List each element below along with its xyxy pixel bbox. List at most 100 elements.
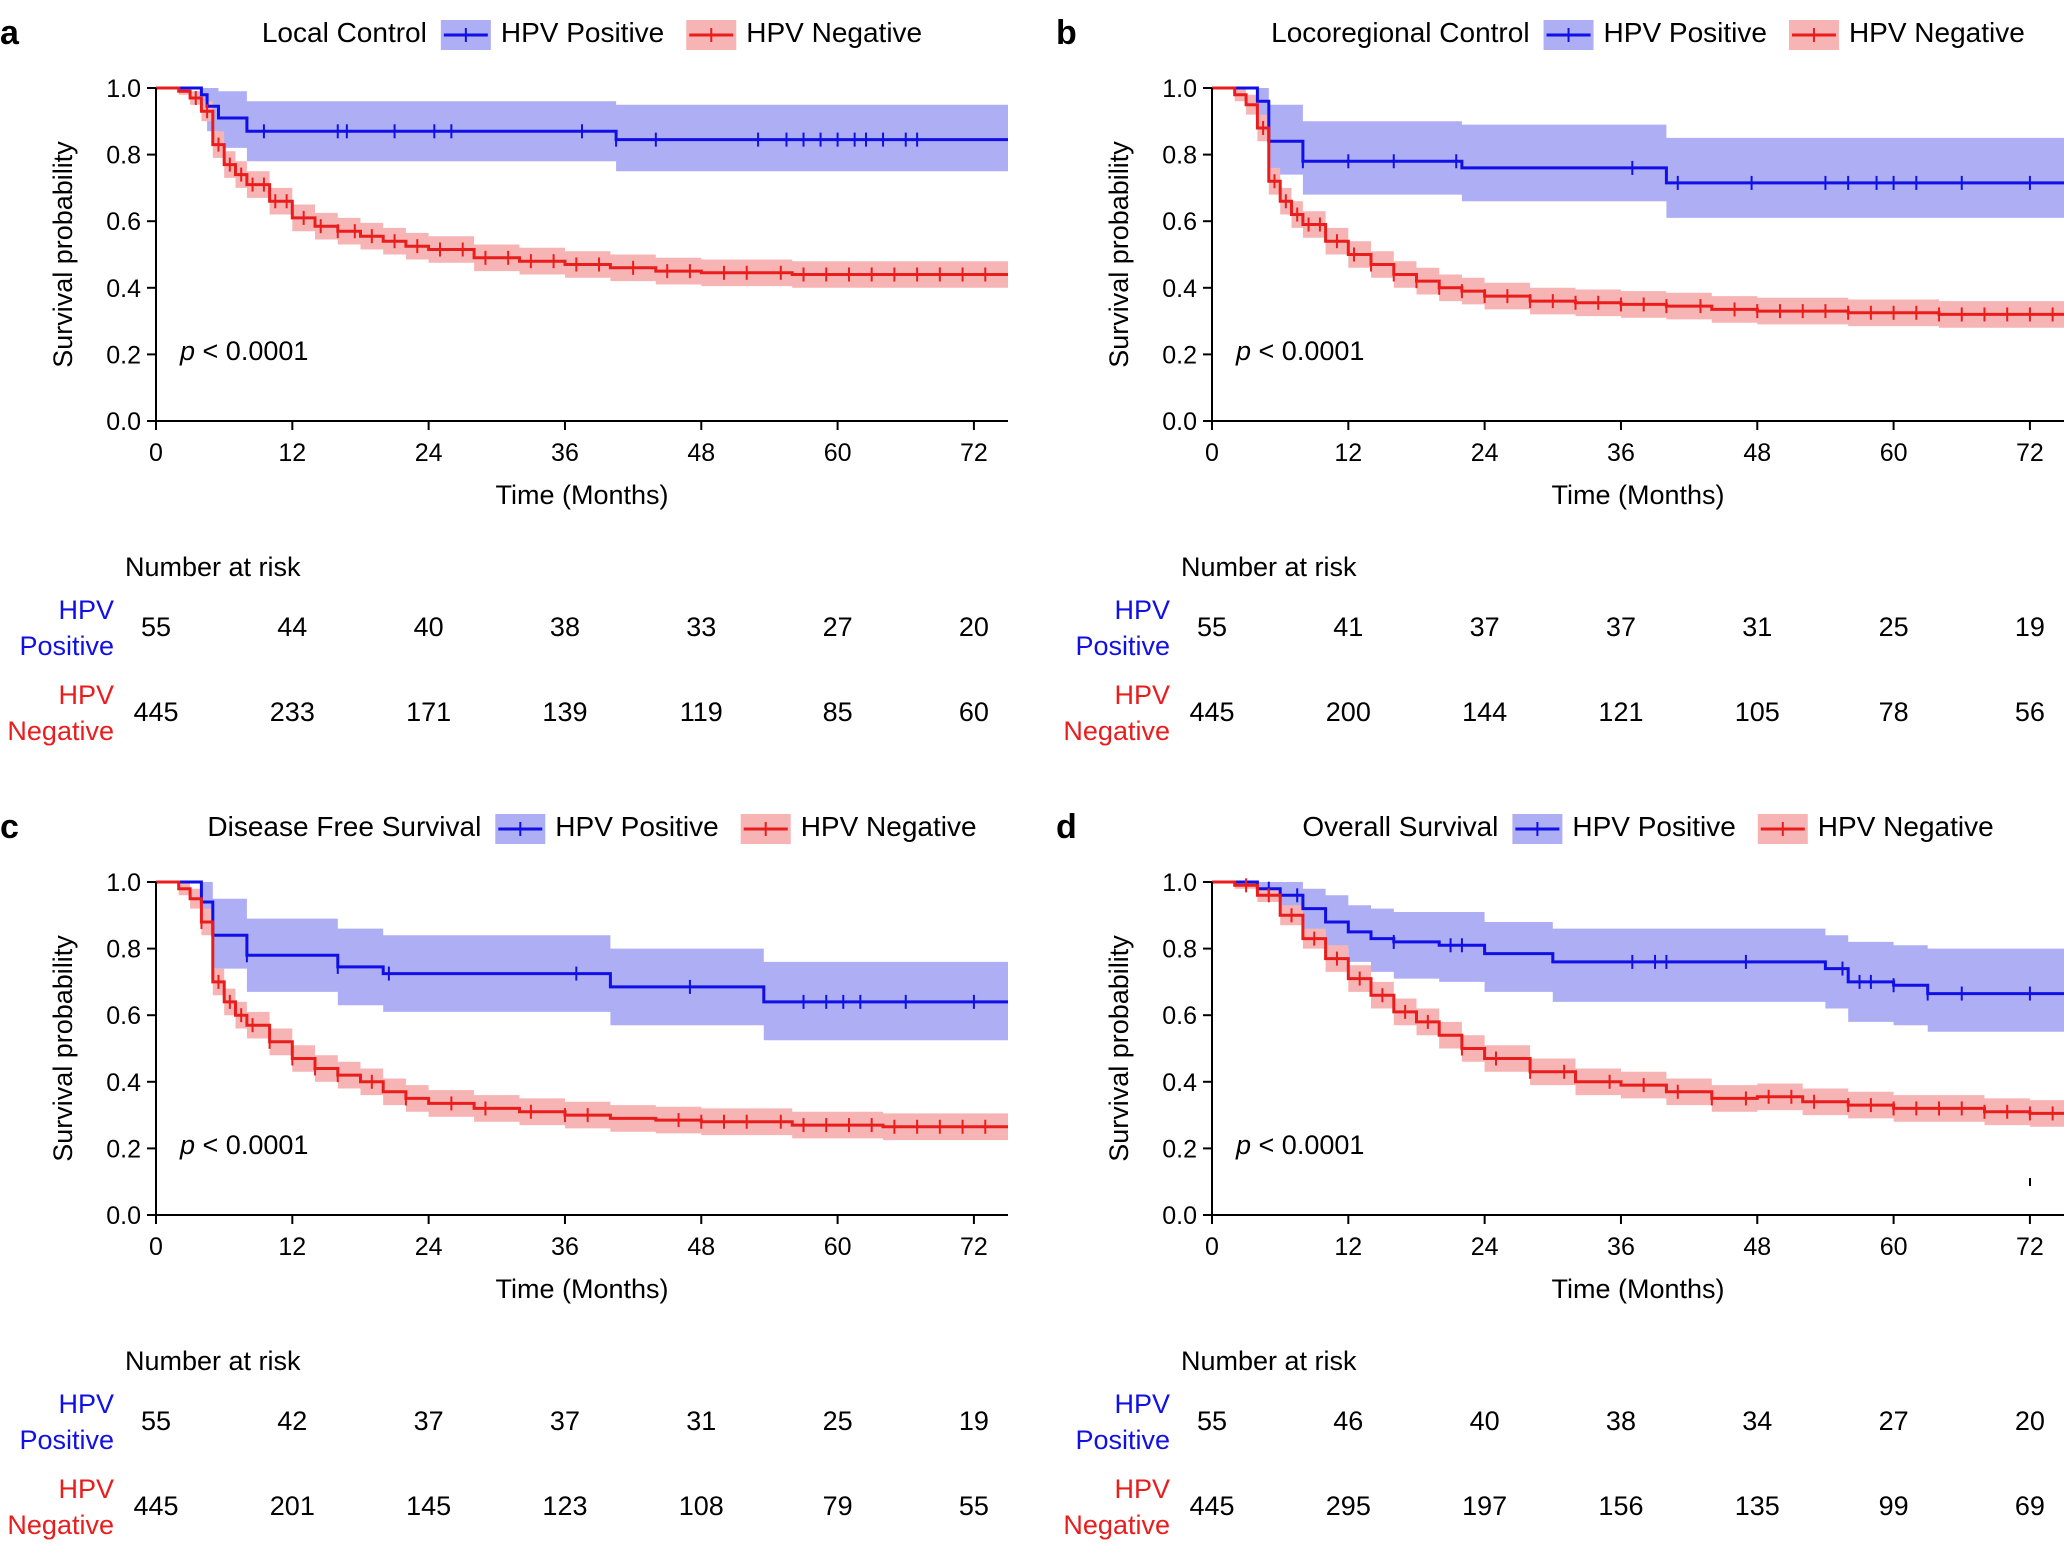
risk-row-label-hpv-positive: Positive	[1075, 1425, 1170, 1455]
risk-table-title: Number at risk	[1181, 552, 1357, 582]
y-tick-label: 0.4	[1162, 275, 1197, 303]
survival-curve-hpv-positive	[1212, 86, 2064, 185]
y-tick-label: 0.8	[1162, 936, 1197, 964]
risk-count-hpv-positive: 31	[1742, 612, 1772, 642]
y-tick-label: 0.0	[1162, 1202, 1197, 1230]
risk-count-hpv-negative: 79	[823, 1491, 853, 1521]
risk-count-hpv-negative: 144	[1462, 697, 1507, 727]
y-tick-label: 0.4	[106, 275, 141, 303]
p-value-symbol: p	[179, 336, 195, 366]
survival-curve-hpv-negative	[156, 880, 1008, 1129]
risk-count-hpv-negative: 105	[1735, 697, 1780, 727]
y-axis-title: Survival probability	[48, 935, 78, 1162]
x-tick-label: 12	[1334, 439, 1362, 467]
risk-row-label-hpv-negative: HPV	[58, 1474, 114, 1504]
x-tick-label: 60	[1880, 439, 1908, 467]
x-tick-label: 72	[2016, 439, 2044, 467]
x-tick-label: 48	[687, 1233, 715, 1261]
y-tick-label: 1.0	[1162, 869, 1197, 897]
legend-label-hpv-positive: HPV Positive	[1572, 811, 1735, 842]
risk-count-hpv-positive: 25	[823, 1406, 853, 1436]
y-axis-title: Survival probability	[1104, 141, 1134, 368]
y-tick-label: 0.8	[1162, 142, 1197, 170]
legend-label-hpv-positive: HPV Positive	[1604, 17, 1767, 48]
legend: Disease Free Survival HPV Positive HPV Neg…	[207, 811, 977, 844]
y-tick-label: 0.0	[106, 408, 141, 436]
p-value-symbol: p	[1235, 1130, 1251, 1160]
risk-count-hpv-positive: 37	[1606, 612, 1636, 642]
risk-table-title: Number at risk	[125, 1346, 301, 1376]
legend-label-hpv-negative: HPV Negative	[1849, 17, 2025, 48]
x-tick-label: 12	[1334, 1233, 1362, 1261]
risk-count-hpv-negative: 69	[2015, 1491, 2045, 1521]
x-tick-label: 60	[1880, 1233, 1908, 1261]
x-tick-label: 0	[149, 439, 163, 467]
risk-count-hpv-positive: 19	[959, 1406, 989, 1436]
p-value-text: < 0.0001	[1251, 1130, 1364, 1160]
risk-count-hpv-positive: 40	[414, 612, 444, 642]
panel-a: a 0.0 0.2 0.4 0.6 0.8 1.0 0 12 24 36 48 60 72 Time (Mo…	[0, 14, 1008, 746]
risk-count-hpv-positive: 20	[959, 612, 989, 642]
risk-count-hpv-positive: 55	[1197, 612, 1227, 642]
panel-b: b 0.0 0.2 0.4 0.6 0.8 1.0 0 12 24 36 48 60 72 Time (Mo…	[1056, 14, 2064, 746]
p-value-symbol: p	[1235, 336, 1251, 366]
risk-row-label-hpv-negative: HPV	[1114, 1474, 1170, 1504]
x-tick-label: 48	[1743, 1233, 1771, 1261]
risk-row-label-hpv-positive: Positive	[19, 631, 114, 661]
p-value: p < 0.0001	[1235, 1130, 1364, 1160]
y-tick-label: 1.0	[106, 75, 141, 103]
x-tick-label: 12	[278, 439, 306, 467]
risk-count-hpv-positive: 44	[277, 612, 307, 642]
risk-row-label-hpv-positive: Positive	[19, 1425, 114, 1455]
x-tick-label: 36	[1607, 439, 1635, 467]
panel-letter: c	[0, 808, 19, 846]
risk-count-hpv-positive: 37	[550, 1406, 580, 1436]
risk-count-hpv-negative: 55	[959, 1491, 989, 1521]
risk-count-hpv-negative: 445	[133, 1491, 178, 1521]
y-tick-label: 0.4	[1162, 1069, 1197, 1097]
y-tick-label: 0.6	[1162, 1002, 1197, 1030]
panel-letter: a	[0, 14, 20, 52]
risk-count-hpv-negative: 145	[406, 1491, 451, 1521]
y-axis-title: Survival probability	[48, 141, 78, 368]
x-tick-label: 0	[1205, 439, 1219, 467]
risk-count-hpv-negative: 119	[680, 697, 723, 727]
panel-c: c 0.0 0.2 0.4 0.6 0.8 1.0 0 12 24 36 48 60 72 Time (Mo…	[0, 808, 1008, 1540]
x-tick-label: 24	[415, 1233, 443, 1261]
risk-row-label-hpv-negative: HPV	[58, 680, 114, 710]
risk-count-hpv-positive: 20	[2015, 1406, 2045, 1436]
risk-count-hpv-negative: 445	[1189, 697, 1234, 727]
x-tick-label: 60	[824, 1233, 852, 1261]
risk-count-hpv-negative: 295	[1326, 1491, 1371, 1521]
risk-count-hpv-negative: 197	[1462, 1491, 1507, 1521]
y-tick-label: 0.2	[106, 341, 141, 369]
y-tick-label: 0.6	[106, 1002, 141, 1030]
risk-count-hpv-positive: 19	[2015, 612, 2045, 642]
y-tick-label: 0.2	[106, 1135, 141, 1163]
risk-table-title: Number at risk	[1181, 1346, 1357, 1376]
risk-row-label-hpv-negative: Negative	[1063, 716, 1170, 746]
risk-row-label-hpv-positive: Positive	[1075, 631, 1170, 661]
risk-count-hpv-negative: 445	[1189, 1491, 1234, 1521]
chart-title: Local Control	[262, 17, 427, 48]
panel-letter: d	[1056, 808, 1077, 846]
p-value-symbol: p	[179, 1130, 195, 1160]
ci-band-hpv-negative	[1212, 882, 2064, 1127]
risk-count-hpv-positive: 42	[277, 1406, 307, 1436]
legend: Overall Survival HPV Positive HPV Negative	[1302, 811, 1994, 844]
p-value: p < 0.0001	[179, 1130, 308, 1160]
risk-count-hpv-negative: 156	[1598, 1491, 1643, 1521]
risk-count-hpv-positive: 38	[550, 612, 580, 642]
risk-count-hpv-positive: 55	[1197, 1406, 1227, 1436]
y-axis-title: Survival probability	[1104, 935, 1134, 1162]
risk-count-hpv-positive: 27	[823, 612, 853, 642]
legend-label-hpv-positive: HPV Positive	[555, 811, 718, 842]
risk-count-hpv-negative: 445	[133, 697, 178, 727]
x-tick-label: 60	[824, 439, 852, 467]
risk-count-hpv-positive: 25	[1879, 612, 1909, 642]
legend-label-hpv-negative: HPV Negative	[801, 811, 977, 842]
risk-row-label-hpv-positive: HPV	[1114, 1389, 1170, 1419]
risk-row-label-hpv-positive: HPV	[1114, 595, 1170, 625]
x-tick-label: 24	[1471, 1233, 1499, 1261]
